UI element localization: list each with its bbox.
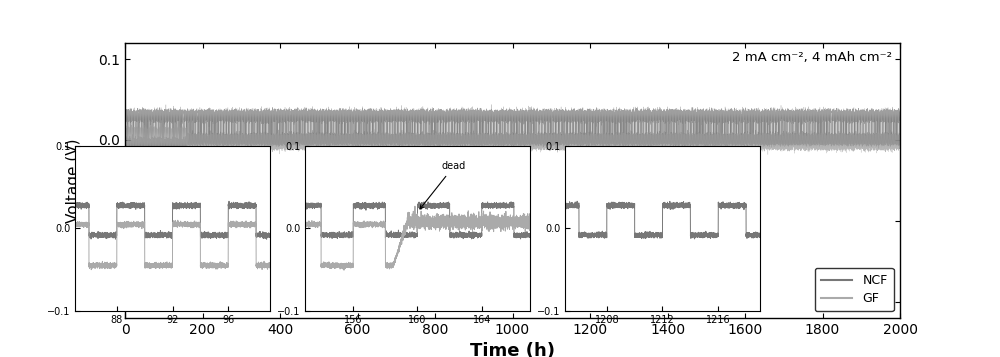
Legend: NCF, GF: NCF, GF <box>815 268 894 311</box>
Y-axis label: Voltage (V): Voltage (V) <box>66 138 81 222</box>
Text: 2 mA cm⁻², 4 mAh cm⁻²: 2 mA cm⁻², 4 mAh cm⁻² <box>732 51 892 64</box>
Text: dead: dead <box>420 161 466 209</box>
X-axis label: Time (h): Time (h) <box>470 342 555 357</box>
